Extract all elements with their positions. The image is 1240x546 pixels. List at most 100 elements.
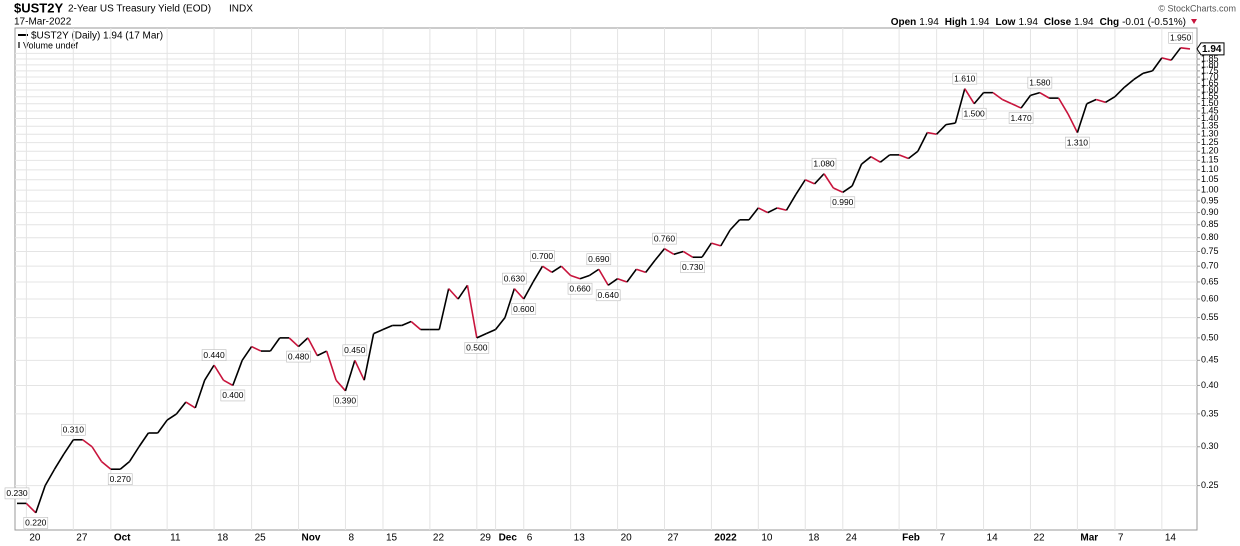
x-tick-label: 22 <box>1033 533 1045 544</box>
line-segment <box>598 268 609 286</box>
line-segment <box>513 288 525 300</box>
value-label: 0.700 <box>532 251 554 261</box>
y-tick-label: 0.35 <box>1201 408 1219 418</box>
quote-value: 1.94 <box>970 17 990 28</box>
line-segment <box>945 122 956 126</box>
value-label-box <box>464 342 490 354</box>
line-segment <box>213 364 225 381</box>
quote-label: Low <box>995 17 1015 28</box>
value-label-box <box>530 250 555 262</box>
line-segment <box>1151 57 1163 72</box>
x-tick-label: 18 <box>808 533 820 544</box>
line-segment <box>842 185 853 193</box>
y-tick-label: 1.50 <box>1201 98 1219 108</box>
line-segment <box>757 207 769 214</box>
x-tick-label: 22 <box>433 533 445 544</box>
value-label: 1.080 <box>813 158 835 168</box>
line-segment <box>410 320 422 331</box>
volume-note: Volume undef <box>23 40 79 50</box>
line-segment <box>551 265 562 274</box>
value-label: 0.450 <box>344 345 366 355</box>
line-segment <box>466 285 478 339</box>
line-segment <box>776 207 787 212</box>
line-segment <box>532 265 544 283</box>
line-segment <box>344 360 356 392</box>
y-tick-label: 1.75 <box>1201 65 1219 75</box>
value-label-box <box>1027 76 1053 89</box>
line-segment <box>804 179 815 185</box>
x-tick-label: 20 <box>29 533 41 544</box>
line-segment <box>626 268 637 283</box>
line-segment <box>579 274 590 280</box>
line-segment <box>879 154 891 163</box>
credit: © StockCharts.com <box>1158 3 1236 13</box>
line-segment <box>504 288 516 318</box>
y-tick-label: 0.50 <box>1201 332 1219 342</box>
value-label: 0.990 <box>832 197 854 207</box>
line-segment <box>907 150 919 160</box>
line-segment <box>898 154 909 160</box>
line-segment <box>767 207 778 214</box>
line-segment <box>382 324 393 331</box>
quote-value: 1.94 <box>919 17 939 28</box>
line-segment <box>194 379 206 409</box>
y-tick-label: 0.65 <box>1201 276 1219 286</box>
x-tick-label: 2022 <box>714 533 737 544</box>
quote-label: High <box>945 17 967 28</box>
value-label-box <box>567 282 593 295</box>
value-label-box <box>811 157 837 170</box>
value-label: 0.730 <box>682 262 704 272</box>
line-segment <box>457 284 469 300</box>
value-label: 0.600 <box>513 304 535 314</box>
quote-value: 1.94 <box>1074 17 1094 28</box>
line-segment <box>288 337 300 348</box>
line-segment <box>476 332 487 339</box>
value-label: 0.310 <box>63 425 85 435</box>
line-segment <box>617 277 628 283</box>
line-segment <box>1039 91 1050 99</box>
line-segment <box>316 350 328 357</box>
y-tick-label: 0.55 <box>1201 312 1219 322</box>
last-value-label: 1.94 <box>1202 44 1222 55</box>
line-segment <box>654 248 666 261</box>
line-segment <box>1142 70 1153 75</box>
value-label: 0.400 <box>222 390 244 400</box>
line-segment <box>570 274 581 280</box>
line-segment <box>607 278 619 286</box>
value-label: 1.580 <box>1029 77 1051 87</box>
plot-frame <box>14 27 1198 531</box>
line-segment <box>673 250 684 256</box>
value-label-box <box>652 232 677 245</box>
x-tick-label: 14 <box>987 533 999 544</box>
y-tick-label: 1.35 <box>1201 121 1219 131</box>
line-segment <box>44 468 56 487</box>
line-segment <box>325 350 337 381</box>
line-segment <box>720 229 731 247</box>
line-segment <box>542 265 553 274</box>
line-segment <box>1105 96 1116 104</box>
line-segment <box>664 247 675 256</box>
line-segment <box>485 328 496 335</box>
value-label: 1.470 <box>1010 113 1032 123</box>
line-segment <box>523 281 534 300</box>
value-label-box <box>595 289 621 302</box>
value-label-box <box>286 350 311 363</box>
value-label-box <box>333 395 358 407</box>
y-tick-label: 0.25 <box>1201 480 1219 490</box>
x-tick-label: Dec <box>499 533 518 544</box>
line-segment <box>785 194 797 211</box>
line-segment <box>223 379 234 387</box>
line-segment <box>1067 113 1079 133</box>
line-segment <box>335 379 347 392</box>
line-segment <box>588 268 600 277</box>
value-label: 1.950 <box>1170 33 1192 43</box>
quote-label: Close <box>1044 17 1072 28</box>
line-segment <box>175 401 187 415</box>
legend-entry: $UST2Y (Daily) 1.94 (17 Mar) <box>31 31 163 42</box>
line-segment <box>91 446 103 462</box>
y-tick-label: 0.85 <box>1201 219 1219 229</box>
y-tick-label: 0.40 <box>1201 380 1219 390</box>
value-label: 0.630 <box>504 273 526 283</box>
value-label-box <box>680 261 705 274</box>
